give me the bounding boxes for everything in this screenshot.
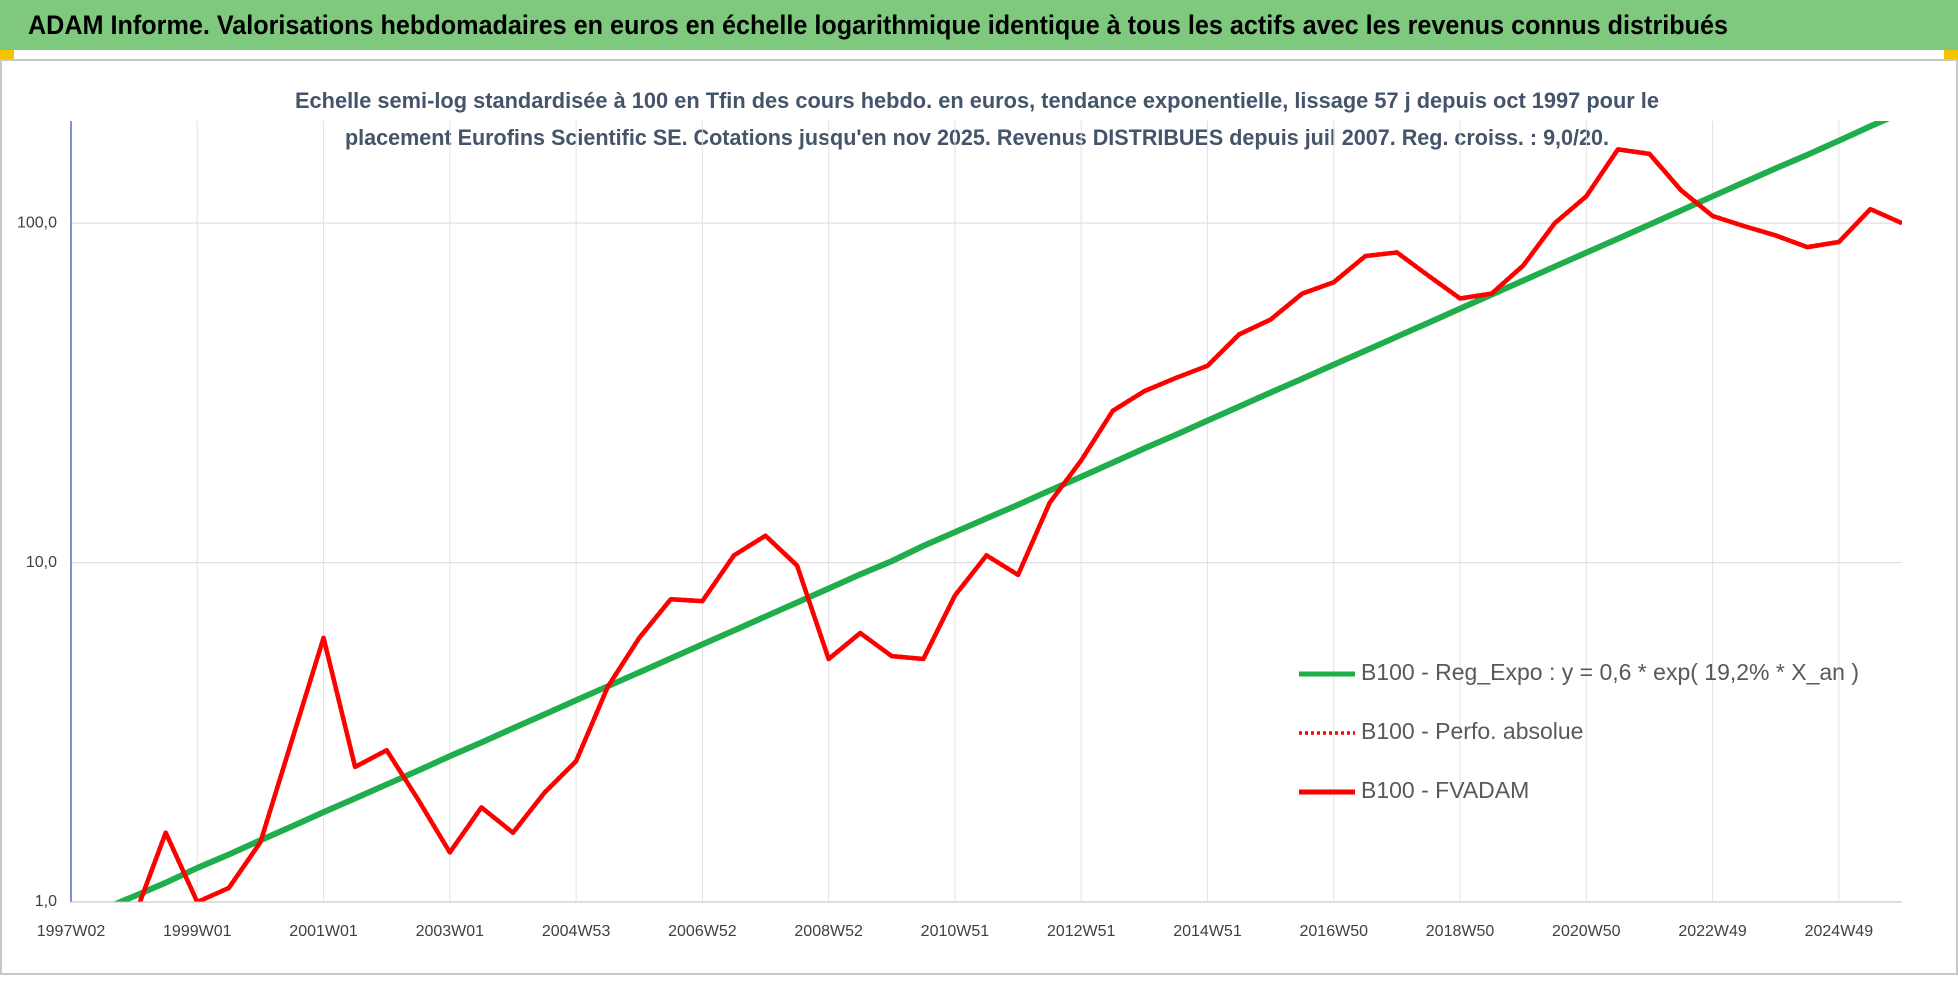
plot-area — [112, 121, 1902, 902]
series-line — [112, 121, 1890, 902]
x-tick-label: 2001W01 — [289, 923, 358, 940]
x-tick-label: 2004W53 — [542, 923, 611, 940]
axes: 1,0 10,0 100,0 1997W02 1999W01 2001W01 2003W01… — [17, 121, 1902, 940]
x-tick-label: 2003W01 — [416, 923, 485, 940]
corner-mark — [0, 50, 14, 60]
corner-mark — [1944, 50, 1958, 60]
x-tick-label: 2020W50 — [1552, 923, 1621, 940]
y-tick-label: 1,0 — [35, 893, 57, 910]
x-tick-label: 1997W02 — [37, 923, 106, 940]
x-tick-label: 2022W49 — [1678, 923, 1747, 940]
x-tick-label: 2008W52 — [794, 923, 863, 940]
x-tick-label: 2014W51 — [1173, 923, 1242, 940]
x-tick-label: 2024W49 — [1805, 923, 1874, 940]
chart-subtitle: placement Eurofins Scientific SE. Cotati… — [345, 125, 1609, 150]
series-line — [137, 147, 1902, 902]
y-tick-label: 10,0 — [26, 554, 57, 571]
x-tick-label: 2006W52 — [668, 923, 737, 940]
x-tick-label: 2018W50 — [1426, 923, 1495, 940]
x-tick-label: 2016W50 — [1300, 923, 1369, 940]
legend-label: B100 - FVADAM — [1361, 777, 1529, 803]
chart-frame — [0, 59, 1958, 975]
legend-label: B100 - Perfo. absolue — [1361, 718, 1583, 744]
x-tick-label: 2010W51 — [921, 923, 990, 940]
legend-label: B100 - Reg_Expo : y = 0,6 * exp( 19,2% *… — [1361, 659, 1859, 685]
x-tick-label: 2012W51 — [1047, 923, 1116, 940]
title-bar — [0, 0, 1958, 50]
x-tick-label: 1999W01 — [163, 923, 232, 940]
chart-subtitle: Echelle semi-log standardisée à 100 en T… — [295, 88, 1659, 113]
legend: B100 - Reg_Expo : y = 0,6 * exp( 19,2% *… — [1299, 659, 1859, 803]
y-tick-label: 100,0 — [17, 214, 57, 231]
chart-title: ADAM Informe. Valorisations hebdomadaire… — [28, 10, 1728, 40]
